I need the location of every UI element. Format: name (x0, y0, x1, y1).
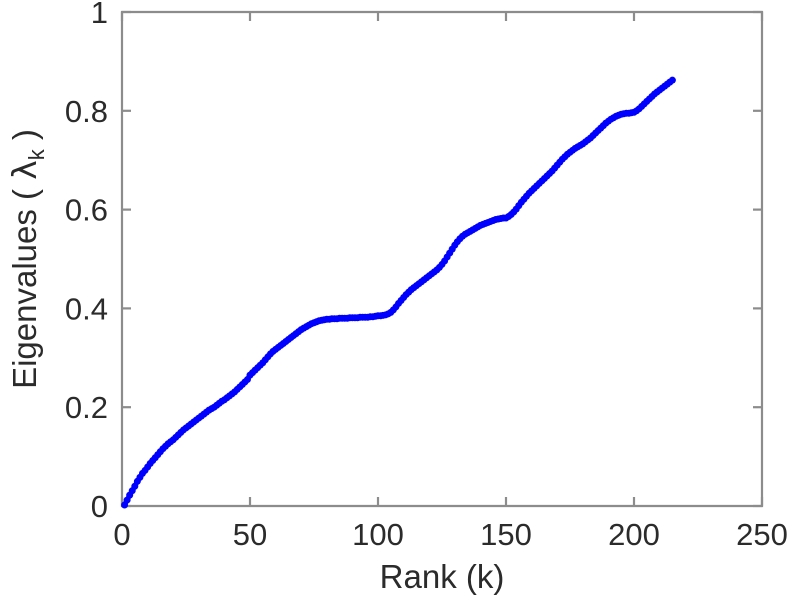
series-line (122, 77, 675, 508)
y-axis-title: Eigenvalues ( λk ) (5, 129, 49, 389)
y-tick-label: 0.8 (65, 94, 108, 129)
x-tick-label: 50 (233, 517, 267, 552)
data-series-group (121, 76, 676, 509)
x-tick-label: 150 (480, 517, 532, 552)
y-tick-label: 0.2 (65, 390, 108, 425)
y-tick-label: 1 (91, 0, 108, 30)
y-tick-labels-group: 0 0.2 0.4 0.6 0.8 1 (65, 0, 108, 524)
x-tick-labels-group: 0 50 100 150 200 250 (113, 517, 787, 552)
x-tick-label: 200 (608, 517, 660, 552)
data-point-marker (668, 76, 676, 84)
y-axis-title-suffix: ) (6, 129, 43, 149)
x-axis-title: Rank (k) (380, 558, 505, 595)
y-tick-label: 0 (91, 489, 108, 524)
x-tick-label: 250 (736, 517, 788, 552)
y-tick-label: 0.4 (65, 291, 108, 326)
y-axis-title-prefix: Eigenvalues ( (6, 180, 43, 389)
y-tick-label: 0.6 (65, 193, 108, 228)
svg-text:Eigenvalues ( λk ): Eigenvalues ( λk ) (5, 129, 49, 389)
x-tick-label: 0 (113, 517, 130, 552)
lambda-symbol: λ (5, 160, 44, 180)
lambda-subscript: k (24, 148, 49, 160)
x-tick-label: 100 (352, 517, 404, 552)
